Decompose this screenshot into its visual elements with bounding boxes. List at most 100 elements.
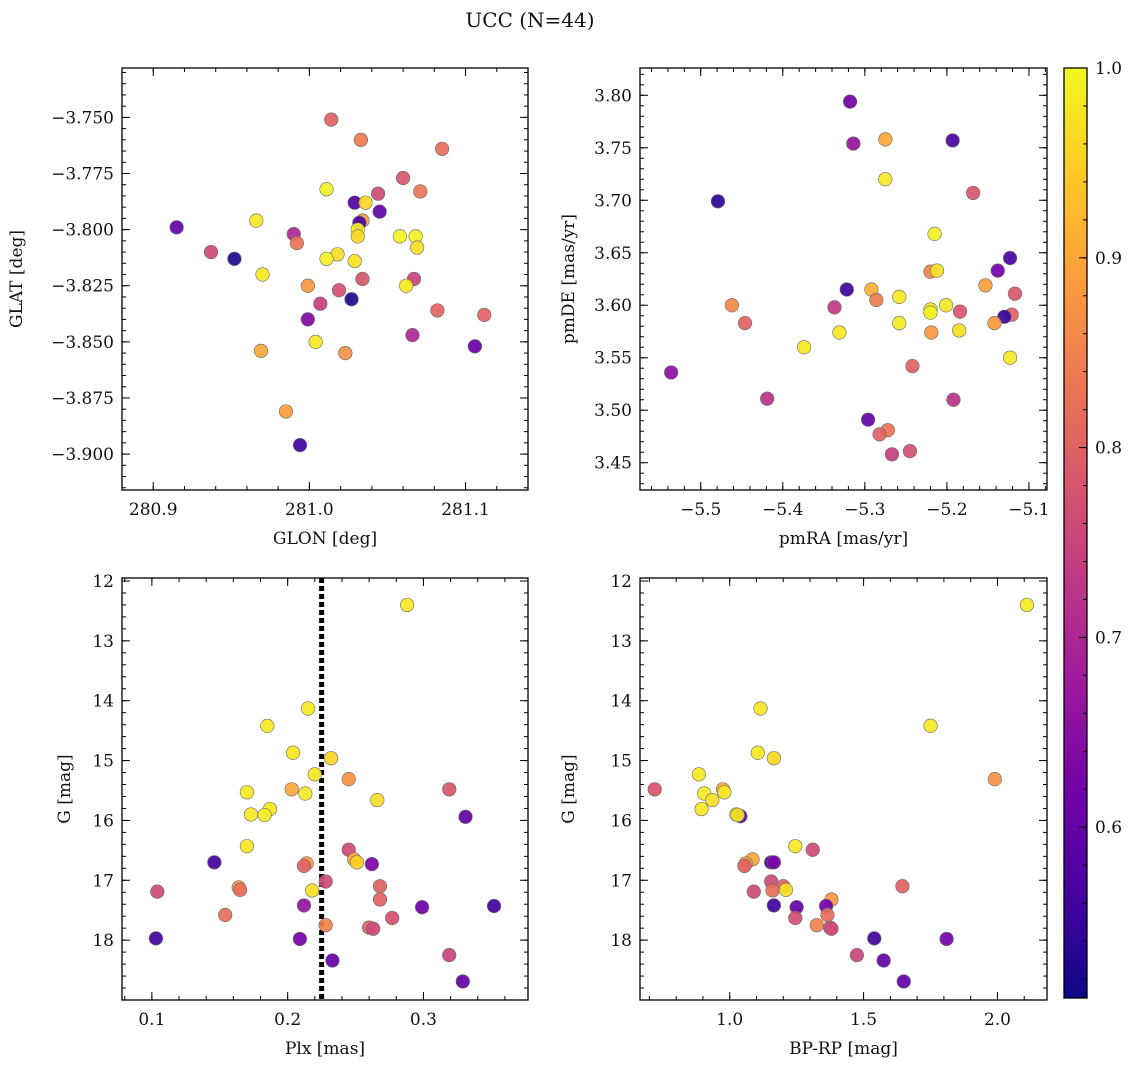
data-point — [878, 172, 893, 187]
data-point — [923, 718, 938, 733]
data-point — [414, 900, 430, 915]
data-point — [946, 392, 961, 407]
data-point — [892, 315, 907, 331]
colorbar-tick-label: 1.0 — [1095, 59, 1122, 79]
data-point — [353, 132, 369, 147]
data-point — [249, 213, 264, 228]
data-point — [869, 292, 884, 308]
data-point — [846, 136, 861, 151]
data-point — [878, 132, 893, 147]
data-point — [227, 251, 242, 266]
y-tick-label: 3.50 — [594, 401, 632, 421]
data-point — [827, 300, 842, 315]
x-tick-label: 281.0 — [285, 500, 334, 520]
y-tick-label: 3.80 — [594, 86, 632, 106]
data-point — [358, 195, 373, 210]
data-point — [319, 251, 334, 266]
data-point — [324, 751, 339, 766]
y-tick-label: −3.825 — [51, 277, 114, 297]
data-point — [902, 444, 918, 459]
y-tick-label: 16 — [92, 811, 114, 831]
data-point — [318, 874, 333, 889]
data-point — [820, 907, 835, 923]
data-point — [978, 278, 993, 293]
data-point — [896, 974, 911, 989]
y-tick-label: 17 — [92, 871, 114, 891]
y-tick-label: 14 — [610, 692, 632, 712]
data-point — [435, 141, 450, 156]
data-point — [647, 782, 662, 797]
data-point — [458, 809, 473, 824]
x-tick-label: 0.1 — [138, 1010, 165, 1030]
x-tick-label: 0.2 — [274, 1010, 301, 1030]
data-point — [239, 785, 255, 800]
data-point — [927, 226, 942, 241]
data-point — [809, 918, 824, 933]
data-point — [952, 323, 967, 338]
data-point — [296, 898, 312, 913]
data-point — [929, 263, 945, 278]
y-axis-label: pmDE [mas/yr] — [559, 214, 579, 344]
data-point — [737, 858, 752, 874]
data-point — [278, 404, 294, 419]
data-point — [305, 883, 320, 898]
data-point — [939, 931, 954, 947]
data-point — [366, 921, 381, 936]
data-point — [284, 782, 299, 797]
colorbar-gradient — [1064, 68, 1087, 998]
data-point — [923, 305, 938, 320]
data-point — [285, 745, 301, 760]
data-point — [289, 235, 304, 251]
data-point — [347, 253, 362, 269]
data-point — [150, 884, 165, 899]
data-point — [788, 839, 803, 854]
x-tick-label: 2.0 — [984, 1010, 1011, 1030]
x-tick-label: 281.1 — [441, 500, 490, 520]
y-tick-label: −3.875 — [51, 389, 114, 409]
data-point — [766, 855, 781, 870]
data-point — [842, 94, 858, 109]
panel-bprp-g: 1.0 1.5 2.0 12 13 14 15 16 17 18 BP-RP [mag] G [mag… — [559, 572, 1048, 1059]
data-point — [717, 785, 732, 800]
data-point — [243, 807, 259, 822]
y-tick-label: 13 — [92, 632, 114, 652]
data-point — [341, 772, 356, 787]
data-point — [148, 931, 164, 946]
data-point — [338, 345, 353, 361]
data-point — [385, 910, 400, 926]
data-point — [486, 898, 502, 914]
data-point — [344, 292, 359, 307]
y-tick-label: 15 — [610, 752, 632, 772]
data-point — [832, 325, 847, 340]
data-point — [405, 328, 420, 343]
x-tick-label: −5.1 — [1008, 500, 1049, 520]
y-tick-label: 18 — [92, 931, 114, 951]
x-tick-label: −5.5 — [680, 500, 721, 520]
y-axis-label: G [mag] — [559, 754, 579, 823]
y-tick-label: 16 — [610, 811, 632, 831]
data-point — [372, 204, 387, 219]
y-tick-label: 13 — [610, 632, 632, 652]
x-axis-label: BP-RP [mag] — [789, 1039, 898, 1059]
data-point — [987, 772, 1002, 787]
colorbar: 0.6 0.7 0.8 0.9 1.0 — [1063, 59, 1122, 999]
y-tick-label: 17 — [610, 871, 632, 891]
colorbar-frame — [1063, 67, 1088, 999]
data-point — [990, 263, 1005, 278]
y-tick-label: 3.60 — [594, 296, 632, 316]
x-axis-label: pmRA [mas/yr] — [779, 529, 908, 549]
data-point — [442, 948, 457, 963]
data-point — [349, 855, 365, 870]
data-point — [331, 283, 347, 298]
data-point — [778, 882, 794, 897]
data-point — [710, 194, 726, 209]
data-point — [905, 359, 920, 374]
data-point — [233, 882, 248, 897]
data-point — [691, 767, 707, 782]
axes-frame — [121, 577, 529, 1001]
data-point — [442, 782, 457, 797]
data-point — [319, 182, 334, 197]
data-point — [355, 271, 370, 287]
data-point — [239, 839, 255, 854]
data-point — [952, 304, 968, 319]
